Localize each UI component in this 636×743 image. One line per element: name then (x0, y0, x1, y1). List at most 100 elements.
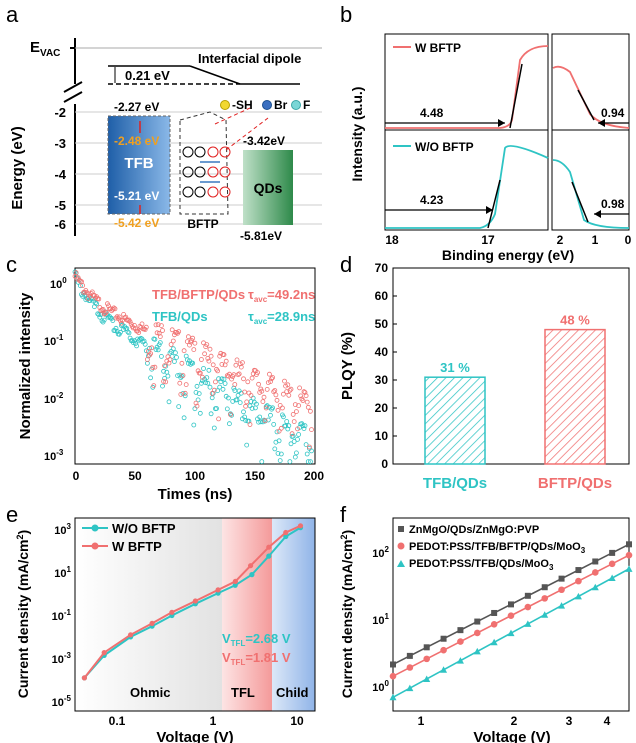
decay-point (287, 459, 293, 465)
decay-point (212, 379, 218, 385)
jv-point-f (440, 646, 447, 654)
legend-w-bftp: W BFTP (415, 41, 461, 55)
svg-text:10-2: 10-2 (44, 391, 64, 406)
decay-point (189, 338, 195, 343)
decay-point (265, 417, 271, 423)
decay-point (181, 415, 187, 421)
decay-point (148, 375, 154, 381)
decay-point (293, 409, 299, 415)
decay-point (302, 423, 308, 429)
decay-point (223, 358, 229, 364)
jv-point-f (406, 684, 414, 692)
decay-point (291, 439, 297, 444)
svg-text:10: 10 (290, 714, 304, 728)
decay-point (206, 358, 212, 364)
jv-point-f (625, 551, 633, 559)
decay-point (216, 416, 222, 422)
decay-point (278, 451, 284, 457)
decay-point (233, 362, 239, 368)
y-tick-label: 0 (381, 457, 388, 471)
svg-text:2: 2 (511, 714, 518, 728)
decay-point (182, 393, 188, 399)
dipole-label: Interfacial dipole (198, 51, 301, 66)
decay-point (185, 334, 191, 340)
jv-point-e (232, 582, 238, 588)
decay-point (291, 419, 297, 425)
decay-point (158, 323, 164, 329)
curve-wo-bftp-cutoff (385, 145, 549, 229)
decay-point (271, 389, 277, 395)
jv-point-f (474, 618, 481, 625)
decay-point (220, 386, 226, 392)
decay-point (157, 334, 163, 340)
y-ticks-f: 102 101 100 (372, 545, 389, 694)
decay-point (241, 409, 246, 415)
decay-point (219, 361, 225, 367)
decay-point (234, 357, 240, 363)
decay-point (157, 340, 163, 346)
svg-text:Br: Br (274, 98, 288, 112)
jv-point-e (283, 533, 289, 540)
decay-point (297, 385, 303, 391)
svg-text:1: 1 (418, 714, 425, 728)
decay-point (143, 324, 149, 330)
decay-point (103, 309, 109, 315)
jv-point-f (591, 569, 599, 576)
axis-break (63, 81, 83, 93)
jv-point-f (608, 560, 616, 568)
onset-w-bftp: 0.94 (601, 106, 625, 120)
decay-point (293, 450, 299, 456)
jv-line-e (83, 526, 302, 679)
decay-point (133, 341, 138, 347)
decay-point (101, 317, 107, 323)
svg-text:10-5: 10-5 (52, 694, 72, 709)
jv-point-e (248, 563, 254, 569)
decay-point (153, 322, 159, 328)
plot-b-top-left (384, 33, 549, 131)
sh-atom-icon (220, 100, 230, 110)
region-child-label: Child (276, 685, 309, 700)
legend-tfb-qds: TFB/QDs (152, 309, 208, 324)
decay-point (222, 381, 228, 386)
decay-point (95, 311, 101, 317)
tfb-homo-shift: -5.42 eV (114, 216, 159, 230)
jv-point-f (524, 620, 532, 627)
decay-point (285, 382, 291, 388)
x-axis-label-b: Binding energy (eV) (442, 247, 574, 263)
decay-point (183, 382, 189, 388)
decay-point (295, 436, 300, 442)
x-ticks-e: 0.1 1 10 (109, 714, 304, 728)
decay-point (248, 392, 254, 398)
decay-point (300, 398, 306, 403)
y-axis-label-e: Current density (mA/cm2) (15, 530, 31, 698)
tfb-homo: -5.21 eV (114, 189, 159, 203)
decay-point (275, 407, 281, 413)
jv-point-f (423, 655, 431, 663)
category-tfb-qds: TFB/QDs (423, 475, 487, 492)
decay-point (169, 327, 175, 333)
y-axis-label-f: Current density (mA/cm2) (339, 530, 355, 698)
decay-point (309, 427, 314, 433)
decay-point (268, 412, 273, 418)
decay-point (113, 325, 119, 331)
decay-point (118, 329, 123, 335)
decay-point (142, 341, 148, 347)
decay-point (191, 347, 197, 353)
plqy-bar (544, 328, 606, 465)
qds-block (243, 150, 293, 225)
decay-point (112, 328, 118, 334)
decay-point (278, 425, 284, 431)
decay-point (176, 404, 182, 410)
svg-text:-2: -2 (54, 105, 66, 120)
decay-point (288, 386, 294, 392)
decay-point (153, 347, 159, 352)
y-tick-label: 20 (375, 401, 389, 415)
decay-point (194, 403, 200, 409)
decay-point (245, 379, 251, 385)
legend-tfb-bftp-qds: TFB/BFTP/QDs (152, 287, 245, 302)
decay-point (239, 360, 245, 366)
decay-point (285, 426, 291, 432)
svg-text:2: 2 (557, 233, 564, 247)
jv-point-f (423, 675, 431, 682)
decay-point (152, 336, 158, 342)
